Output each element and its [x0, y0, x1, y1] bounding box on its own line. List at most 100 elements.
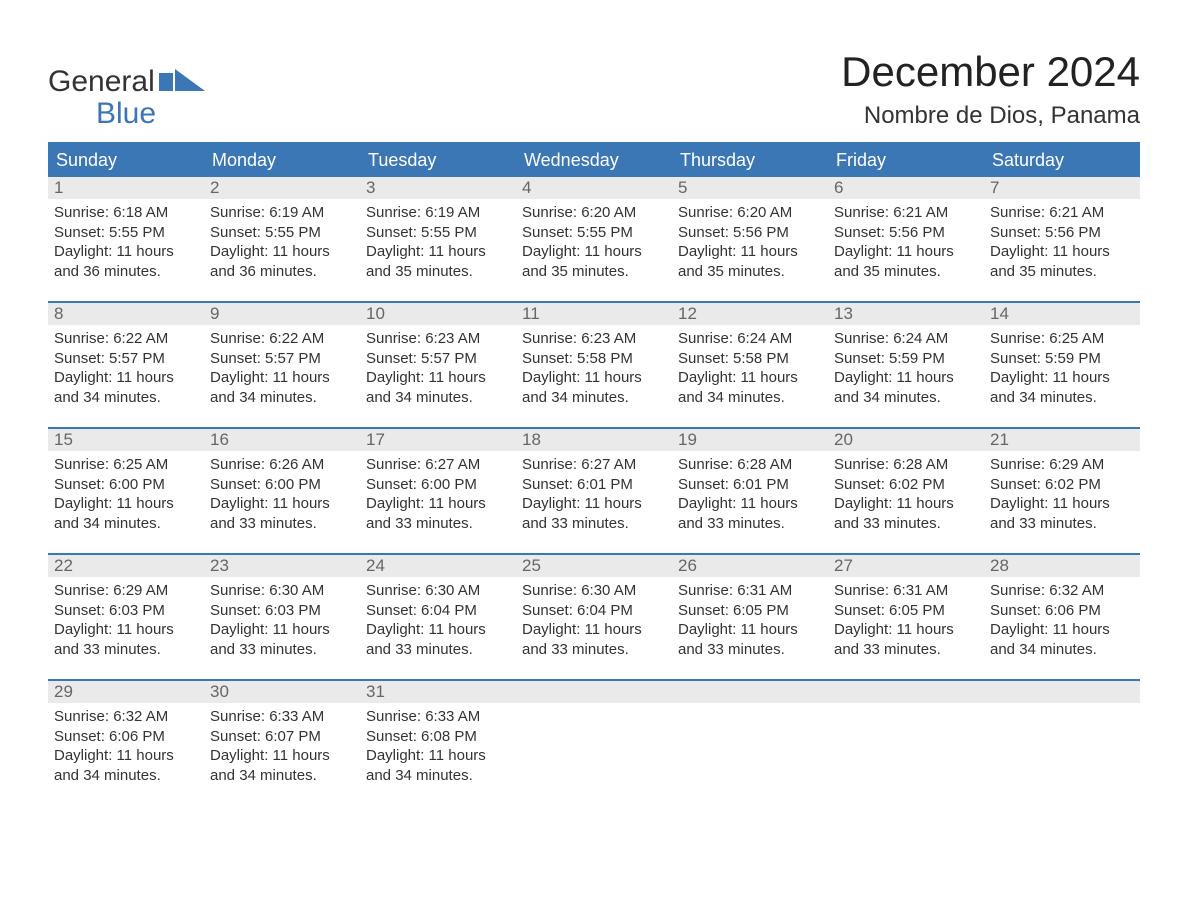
calendar-week: 29Sunrise: 6:32 AMSunset: 6:06 PMDayligh…	[48, 679, 1140, 805]
calendar-day: 26Sunrise: 6:31 AMSunset: 6:05 PMDayligh…	[672, 555, 828, 679]
day-number: 17	[360, 429, 516, 451]
daylight-text-2: and 34 minutes.	[210, 766, 354, 786]
day-details: Sunrise: 6:28 AMSunset: 6:02 PMDaylight:…	[828, 451, 984, 539]
day-details: Sunrise: 6:31 AMSunset: 6:05 PMDaylight:…	[672, 577, 828, 665]
sunrise-text: Sunrise: 6:18 AM	[54, 203, 198, 223]
day-number: 30	[204, 681, 360, 703]
day-number: 12	[672, 303, 828, 325]
day-details: Sunrise: 6:27 AMSunset: 6:00 PMDaylight:…	[360, 451, 516, 539]
sunset-text: Sunset: 6:05 PM	[834, 601, 978, 621]
calendar-day: 1Sunrise: 6:18 AMSunset: 5:55 PMDaylight…	[48, 177, 204, 301]
logo-text-general: General	[48, 66, 155, 98]
daylight-text-2: and 33 minutes.	[990, 514, 1134, 534]
sunrise-text: Sunrise: 6:21 AM	[834, 203, 978, 223]
daylight-text-2: and 36 minutes.	[54, 262, 198, 282]
sunrise-text: Sunrise: 6:27 AM	[522, 455, 666, 475]
daylight-text-1: Daylight: 11 hours	[366, 242, 510, 262]
sunset-text: Sunset: 5:56 PM	[990, 223, 1134, 243]
day-of-week-header: Sunday Monday Tuesday Wednesday Thursday…	[48, 144, 1140, 177]
daylight-text-2: and 33 minutes.	[834, 514, 978, 534]
calendar-day: 9Sunrise: 6:22 AMSunset: 5:57 PMDaylight…	[204, 303, 360, 427]
calendar-day: 28Sunrise: 6:32 AMSunset: 6:06 PMDayligh…	[984, 555, 1140, 679]
daylight-text-1: Daylight: 11 hours	[54, 746, 198, 766]
day-details: Sunrise: 6:27 AMSunset: 6:01 PMDaylight:…	[516, 451, 672, 539]
sunset-text: Sunset: 5:59 PM	[834, 349, 978, 369]
daylight-text-1: Daylight: 11 hours	[678, 494, 822, 514]
daylight-text-1: Daylight: 11 hours	[210, 242, 354, 262]
day-details: Sunrise: 6:28 AMSunset: 6:01 PMDaylight:…	[672, 451, 828, 539]
day-details: Sunrise: 6:23 AMSunset: 5:58 PMDaylight:…	[516, 325, 672, 413]
daylight-text-2: and 34 minutes.	[522, 388, 666, 408]
day-details: Sunrise: 6:32 AMSunset: 6:06 PMDaylight:…	[48, 703, 204, 791]
calendar-day: 6Sunrise: 6:21 AMSunset: 5:56 PMDaylight…	[828, 177, 984, 301]
day-details: Sunrise: 6:33 AMSunset: 6:08 PMDaylight:…	[360, 703, 516, 791]
daylight-text-2: and 34 minutes.	[366, 388, 510, 408]
day-details: Sunrise: 6:21 AMSunset: 5:56 PMDaylight:…	[828, 199, 984, 287]
calendar-day: 3Sunrise: 6:19 AMSunset: 5:55 PMDaylight…	[360, 177, 516, 301]
day-number: 7	[984, 177, 1140, 199]
daylight-text-2: and 34 minutes.	[54, 766, 198, 786]
sunset-text: Sunset: 5:57 PM	[366, 349, 510, 369]
day-number	[516, 681, 672, 703]
day-details: Sunrise: 6:20 AMSunset: 5:56 PMDaylight:…	[672, 199, 828, 287]
day-number: 5	[672, 177, 828, 199]
daylight-text-2: and 34 minutes.	[834, 388, 978, 408]
day-number: 14	[984, 303, 1140, 325]
calendar-day: 20Sunrise: 6:28 AMSunset: 6:02 PMDayligh…	[828, 429, 984, 553]
day-number: 23	[204, 555, 360, 577]
day-details: Sunrise: 6:26 AMSunset: 6:00 PMDaylight:…	[204, 451, 360, 539]
daylight-text-2: and 34 minutes.	[990, 640, 1134, 660]
sunset-text: Sunset: 5:57 PM	[54, 349, 198, 369]
daylight-text-1: Daylight: 11 hours	[834, 620, 978, 640]
sunset-text: Sunset: 6:00 PM	[54, 475, 198, 495]
daylight-text-1: Daylight: 11 hours	[210, 620, 354, 640]
sunrise-text: Sunrise: 6:26 AM	[210, 455, 354, 475]
sunrise-text: Sunrise: 6:33 AM	[366, 707, 510, 727]
calendar-day: 15Sunrise: 6:25 AMSunset: 6:00 PMDayligh…	[48, 429, 204, 553]
daylight-text-1: Daylight: 11 hours	[522, 368, 666, 388]
sunset-text: Sunset: 5:56 PM	[834, 223, 978, 243]
day-number: 21	[984, 429, 1140, 451]
daylight-text-1: Daylight: 11 hours	[54, 368, 198, 388]
sunset-text: Sunset: 5:58 PM	[522, 349, 666, 369]
sunset-text: Sunset: 6:00 PM	[366, 475, 510, 495]
calendar-day	[516, 681, 672, 805]
day-number: 28	[984, 555, 1140, 577]
calendar-week: 1Sunrise: 6:18 AMSunset: 5:55 PMDaylight…	[48, 177, 1140, 301]
daylight-text-2: and 35 minutes.	[834, 262, 978, 282]
sunrise-text: Sunrise: 6:22 AM	[210, 329, 354, 349]
daylight-text-2: and 33 minutes.	[210, 640, 354, 660]
day-number: 16	[204, 429, 360, 451]
calendar-day: 29Sunrise: 6:32 AMSunset: 6:06 PMDayligh…	[48, 681, 204, 805]
day-details	[828, 703, 984, 713]
daylight-text-1: Daylight: 11 hours	[366, 746, 510, 766]
day-number: 8	[48, 303, 204, 325]
sunset-text: Sunset: 5:58 PM	[678, 349, 822, 369]
sunrise-text: Sunrise: 6:31 AM	[834, 581, 978, 601]
daylight-text-1: Daylight: 11 hours	[678, 620, 822, 640]
calendar-day: 13Sunrise: 6:24 AMSunset: 5:59 PMDayligh…	[828, 303, 984, 427]
sunset-text: Sunset: 6:06 PM	[54, 727, 198, 747]
sunrise-text: Sunrise: 6:32 AM	[990, 581, 1134, 601]
calendar-week: 15Sunrise: 6:25 AMSunset: 6:00 PMDayligh…	[48, 427, 1140, 553]
calendar-day: 11Sunrise: 6:23 AMSunset: 5:58 PMDayligh…	[516, 303, 672, 427]
logo-flag-icon	[159, 66, 205, 98]
day-number: 3	[360, 177, 516, 199]
sunset-text: Sunset: 6:02 PM	[990, 475, 1134, 495]
header: General Blue December 2024 Nombre de Dio…	[48, 48, 1140, 130]
day-details: Sunrise: 6:24 AMSunset: 5:59 PMDaylight:…	[828, 325, 984, 413]
day-number: 22	[48, 555, 204, 577]
sunrise-text: Sunrise: 6:30 AM	[366, 581, 510, 601]
day-number	[984, 681, 1140, 703]
calendar-day: 23Sunrise: 6:30 AMSunset: 6:03 PMDayligh…	[204, 555, 360, 679]
daylight-text-1: Daylight: 11 hours	[54, 494, 198, 514]
sunset-text: Sunset: 6:02 PM	[834, 475, 978, 495]
daylight-text-2: and 33 minutes.	[678, 514, 822, 534]
day-details: Sunrise: 6:25 AMSunset: 5:59 PMDaylight:…	[984, 325, 1140, 413]
day-number: 19	[672, 429, 828, 451]
sunset-text: Sunset: 6:07 PM	[210, 727, 354, 747]
day-details: Sunrise: 6:33 AMSunset: 6:07 PMDaylight:…	[204, 703, 360, 791]
day-number: 25	[516, 555, 672, 577]
sunset-text: Sunset: 5:55 PM	[54, 223, 198, 243]
day-number: 27	[828, 555, 984, 577]
